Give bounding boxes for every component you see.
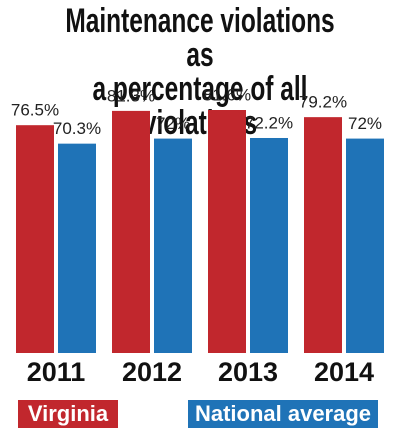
legend-label: Virginia	[28, 401, 109, 426]
value-label: 81.6%	[203, 85, 251, 104]
x-tick-label: 2011	[27, 357, 86, 387]
bar	[58, 143, 96, 353]
legend-swatch	[18, 400, 118, 428]
x-tick-label: 2013	[218, 357, 278, 387]
value-label: 79.2%	[299, 93, 347, 112]
bar	[304, 117, 342, 353]
bar	[154, 138, 192, 353]
bar	[346, 138, 384, 353]
bar	[112, 110, 150, 354]
bar	[16, 125, 54, 353]
value-label: 76.5%	[11, 101, 59, 120]
value-label: 81.3%	[107, 86, 155, 105]
bar	[250, 137, 288, 353]
value-label: 70.3%	[53, 119, 101, 138]
chart-title: Maintenance violations as a percentage o…	[65, 2, 335, 142]
x-tick-label: 2012	[122, 357, 182, 387]
value-label: 72.2%	[245, 113, 293, 132]
legend-swatch	[188, 400, 378, 428]
value-label: 72%	[156, 114, 190, 133]
x-tick-label: 2014	[314, 357, 374, 387]
bar	[208, 110, 246, 353]
value-label: 72%	[348, 114, 382, 133]
legend-label: National average	[195, 401, 371, 426]
